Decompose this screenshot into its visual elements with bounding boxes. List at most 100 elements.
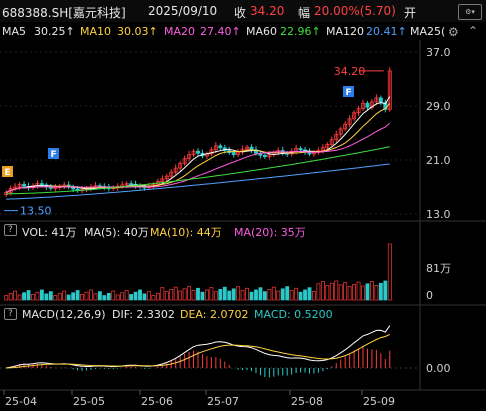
volume-bar <box>236 286 241 301</box>
volume-bar <box>138 289 142 301</box>
ma10-line <box>5 103 391 193</box>
candle-body <box>173 167 178 173</box>
volume-bar <box>147 291 151 301</box>
volume-bar <box>44 293 49 301</box>
ma10-label: MA10 <box>80 25 112 38</box>
marker-f: F <box>51 150 57 160</box>
x-axis-tick: 25-04 <box>5 395 37 408</box>
volume-bar <box>378 282 383 301</box>
volume-bar <box>22 292 26 301</box>
candle-body <box>365 102 370 108</box>
volume-bar <box>356 281 361 301</box>
volume-bar <box>361 285 365 301</box>
volume-bar <box>254 289 258 301</box>
volume-bar <box>383 280 388 301</box>
volume-bar <box>57 292 62 301</box>
volume-y-tick: 0 <box>426 289 433 302</box>
candle-body <box>124 183 129 186</box>
candle-body <box>343 123 348 130</box>
candle-body <box>334 133 339 141</box>
macd-y-tick: 0.00 <box>426 362 451 375</box>
volume-label: VOL: 41万 <box>22 226 77 239</box>
volume-bar <box>240 290 245 301</box>
volume-bar <box>133 291 138 301</box>
volume-bar <box>285 286 290 301</box>
ma250-label: MA25( <box>410 25 446 38</box>
volume-help-icon[interactable]: ? <box>4 224 17 236</box>
volume-bar <box>276 290 281 301</box>
ma60-line <box>6 146 390 195</box>
macd-dif: DIF: 2.3302 <box>112 308 175 321</box>
candle-body <box>267 154 272 158</box>
marker-e: E <box>5 168 11 178</box>
ma-settings-icon[interactable]: ⚙ <box>448 25 459 39</box>
volume-bar <box>196 287 200 301</box>
macd-help-icon[interactable]: ? <box>4 308 17 320</box>
candle-body <box>383 102 388 110</box>
volume-bar <box>182 288 187 301</box>
volume-bar <box>35 291 40 301</box>
volume-bar <box>4 295 9 301</box>
volume-bar <box>374 285 379 301</box>
candle-body <box>374 97 379 103</box>
change-value: 20.00%(5.70) <box>314 4 396 18</box>
volume-bar <box>312 291 316 301</box>
volume-bar <box>53 295 58 301</box>
volume-ma10: MA(10): 44万 <box>150 226 222 239</box>
header-bar: 688388.SH[嘉元科技] 2025/09/10 收 34.20 幅 20.… <box>0 0 486 22</box>
volume-bar <box>191 290 196 301</box>
volume-bar <box>173 286 178 301</box>
volume-bar <box>66 294 71 301</box>
volume-bar <box>129 294 134 301</box>
candle-body <box>13 186 18 189</box>
low-annotation: 13.50 <box>20 205 52 218</box>
volume-bar <box>106 292 111 301</box>
candle-body <box>164 175 169 180</box>
volume-bar <box>298 291 303 301</box>
volume-bar <box>39 289 44 301</box>
volume-bar <box>17 294 22 301</box>
volume-bar <box>320 281 325 301</box>
ma5-value: 30.25↑ <box>34 25 75 38</box>
volume-bar <box>164 291 169 301</box>
settings-icon[interactable]: ⚙▾ <box>458 4 482 20</box>
volume-y-tick: 81万 <box>426 262 451 275</box>
x-axis-tick: 25-09 <box>363 395 395 408</box>
candle-body <box>378 97 383 104</box>
candle-body <box>17 183 22 188</box>
volume-bar <box>245 287 249 301</box>
volume-bar <box>352 283 357 301</box>
volume-bar <box>218 289 223 301</box>
volume-bar <box>160 287 165 301</box>
candle-body <box>22 183 27 187</box>
volume-bar <box>338 284 343 301</box>
symbol-title[interactable]: 688388.SH[嘉元科技] <box>2 6 126 20</box>
change-label: 幅 <box>298 6 311 20</box>
volume-bar <box>289 290 294 301</box>
volume-bar <box>26 290 31 301</box>
candle-body <box>209 149 214 155</box>
macd-label: MACD(12,26,9) <box>22 308 106 321</box>
x-axis-tick: 25-07 <box>207 395 239 408</box>
volume-bar <box>151 295 156 301</box>
candle-body <box>320 147 325 151</box>
macd-legend-bar: ? MACD(12,26,9) DIF: 2.3302 DEA: 2.0702 … <box>0 306 486 323</box>
ma-collapse-icon[interactable]: ⌃ <box>468 24 479 38</box>
volume-bar <box>294 287 299 301</box>
volume-bar <box>200 291 205 301</box>
candle-body <box>178 162 183 169</box>
open-label: 开 <box>404 6 417 20</box>
x-axis-tick: 25-05 <box>73 395 105 408</box>
ma60-label: MA60 <box>246 25 278 38</box>
close-label: 收 <box>234 6 247 20</box>
candle-body <box>347 118 352 125</box>
volume-bar <box>205 289 209 301</box>
candle-body <box>298 148 303 151</box>
volume-bar <box>75 290 80 301</box>
ma120-line <box>6 163 390 200</box>
volume-bar <box>316 283 321 301</box>
volume-bar <box>329 282 334 301</box>
volume-bar <box>102 295 107 301</box>
ma-legend-bar: MA5 30.25↑ MA10 30.03↑ MA20 27.40↑ MA60 … <box>0 24 445 40</box>
